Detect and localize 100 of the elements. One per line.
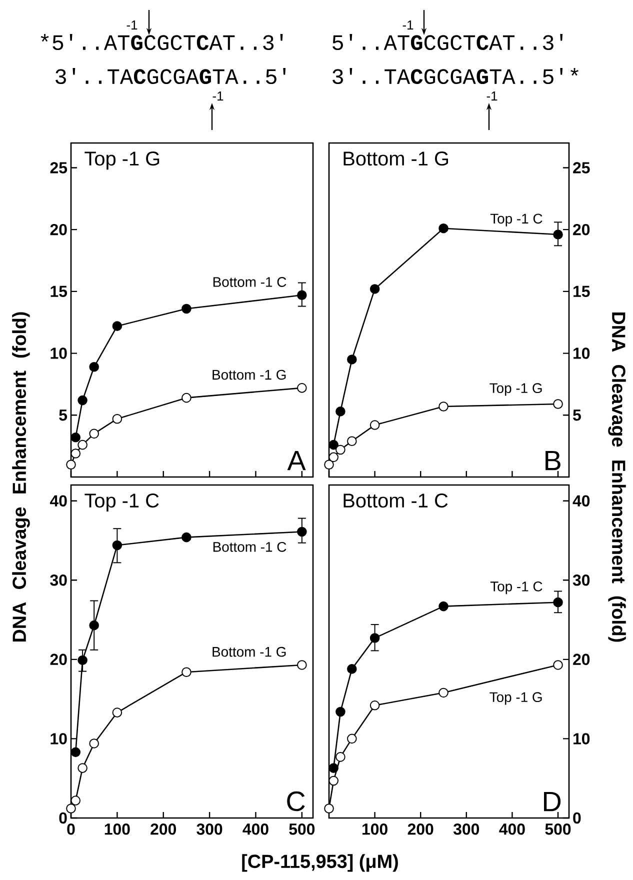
point bbox=[438, 601, 448, 612]
point bbox=[336, 752, 346, 762]
annotation: B bbox=[546, 450, 560, 470]
point bbox=[438, 688, 448, 698]
point bbox=[336, 406, 346, 416]
text: *5'..ATGCGCTCAT..3' bbox=[40, 34, 283, 50]
point bbox=[297, 526, 307, 537]
point bbox=[553, 660, 563, 670]
point bbox=[182, 532, 192, 542]
point bbox=[370, 633, 380, 643]
y2-tick-label: 20 bbox=[573, 654, 590, 666]
point bbox=[89, 362, 99, 372]
legend-label: Top -1 C bbox=[490, 581, 542, 594]
y-tick-label: 20 bbox=[50, 224, 67, 236]
point bbox=[347, 436, 357, 446]
point bbox=[324, 460, 334, 470]
point bbox=[297, 383, 307, 393]
point bbox=[78, 655, 88, 666]
point bbox=[438, 402, 448, 412]
series-label: Bottom -1 G bbox=[212, 370, 286, 380]
text: -1 bbox=[126, 20, 138, 30]
y-tick-label: 40 bbox=[50, 495, 67, 506]
point bbox=[70, 448, 81, 458]
point bbox=[182, 667, 192, 678]
point bbox=[328, 452, 338, 462]
point bbox=[328, 763, 338, 773]
x-tick-label: 100 bbox=[104, 824, 130, 835]
y-tick-label: 15 bbox=[50, 286, 68, 297]
series-label: Bottom -1 C bbox=[213, 277, 286, 287]
text: 5'..ATGCGCTCAT..3' bbox=[332, 34, 563, 50]
point bbox=[182, 304, 192, 314]
x-tick-label: 500 bbox=[289, 824, 315, 835]
point bbox=[297, 660, 307, 670]
x-tick-label: 300 bbox=[196, 824, 222, 835]
y2-tick-label: 10 bbox=[574, 348, 590, 359]
x-tick-label: 400 bbox=[499, 824, 525, 835]
y2-axis-title: DNA Cleavage Enhancement (fold) bbox=[608, 312, 626, 642]
point bbox=[112, 708, 122, 718]
series-label: Bottom -1 G bbox=[212, 646, 286, 657]
y-tick-label: 25 bbox=[50, 162, 68, 174]
point bbox=[182, 392, 192, 403]
y-tick-label: 10 bbox=[50, 733, 67, 744]
point bbox=[324, 804, 334, 814]
point bbox=[70, 796, 81, 806]
point bbox=[112, 414, 122, 424]
x-axis-title: [CP-115,953] (μM) bbox=[242, 854, 398, 872]
annotation: D bbox=[544, 792, 561, 812]
point bbox=[438, 223, 448, 234]
point bbox=[89, 428, 99, 439]
annotation: C bbox=[287, 791, 305, 812]
point bbox=[553, 399, 563, 409]
point bbox=[89, 738, 99, 748]
point bbox=[70, 432, 81, 442]
chart-title: Bottom -1 C bbox=[344, 494, 448, 508]
series-label: Top -1 G bbox=[490, 692, 542, 705]
x-tick-label: 300 bbox=[453, 824, 480, 835]
x-tick-label: 400 bbox=[242, 824, 268, 835]
point bbox=[553, 597, 563, 608]
point bbox=[336, 444, 346, 455]
point bbox=[66, 804, 76, 814]
annotation: A bbox=[287, 450, 306, 470]
text: -1 bbox=[212, 92, 224, 100]
point bbox=[347, 734, 357, 744]
y2-tick-label: 5 bbox=[573, 410, 581, 421]
point bbox=[553, 230, 563, 240]
chart-title: Top -1 G bbox=[84, 152, 160, 170]
point bbox=[328, 776, 338, 786]
chart-title: Bottom -1 G bbox=[344, 152, 448, 166]
point bbox=[328, 440, 338, 450]
point bbox=[78, 440, 88, 450]
y-tick-label: 30 bbox=[50, 574, 67, 586]
point bbox=[297, 290, 307, 300]
y-tick-label: 10 bbox=[50, 348, 67, 359]
y2-tick-label: 0 bbox=[573, 812, 581, 824]
legend-label: Top -1 C bbox=[490, 214, 542, 226]
y2-tick-label: 25 bbox=[573, 162, 590, 174]
y2-tick-label: 15 bbox=[574, 286, 590, 297]
point bbox=[70, 747, 81, 758]
x-tick-label: 500 bbox=[545, 824, 571, 835]
text: 3'..TACGCGAGTA..5'* bbox=[332, 68, 578, 84]
text: 3'..TACGCGAGTA..5' bbox=[56, 68, 286, 84]
point bbox=[89, 620, 99, 630]
text: -1 bbox=[402, 20, 414, 30]
point bbox=[370, 284, 380, 294]
point bbox=[112, 321, 122, 331]
y-tick-label: 20 bbox=[50, 654, 67, 666]
point bbox=[347, 664, 357, 674]
series-label: Top -1 G bbox=[490, 383, 542, 396]
point bbox=[112, 540, 122, 550]
x-tick-label: 200 bbox=[150, 824, 176, 835]
text: -1 bbox=[486, 92, 498, 100]
x-tick-label: 0 bbox=[67, 824, 75, 835]
y2-tick-label: 10 bbox=[574, 733, 590, 744]
point bbox=[347, 354, 357, 364]
point bbox=[370, 420, 380, 430]
y-tick-label: 5 bbox=[59, 410, 68, 421]
y-axis-title: DNA Cleavage Enhancement (fold) bbox=[12, 312, 30, 642]
y2-tick-label: 30 bbox=[572, 574, 590, 586]
x-tick-label: 200 bbox=[408, 824, 434, 835]
y-tick-label: 0 bbox=[59, 812, 67, 824]
